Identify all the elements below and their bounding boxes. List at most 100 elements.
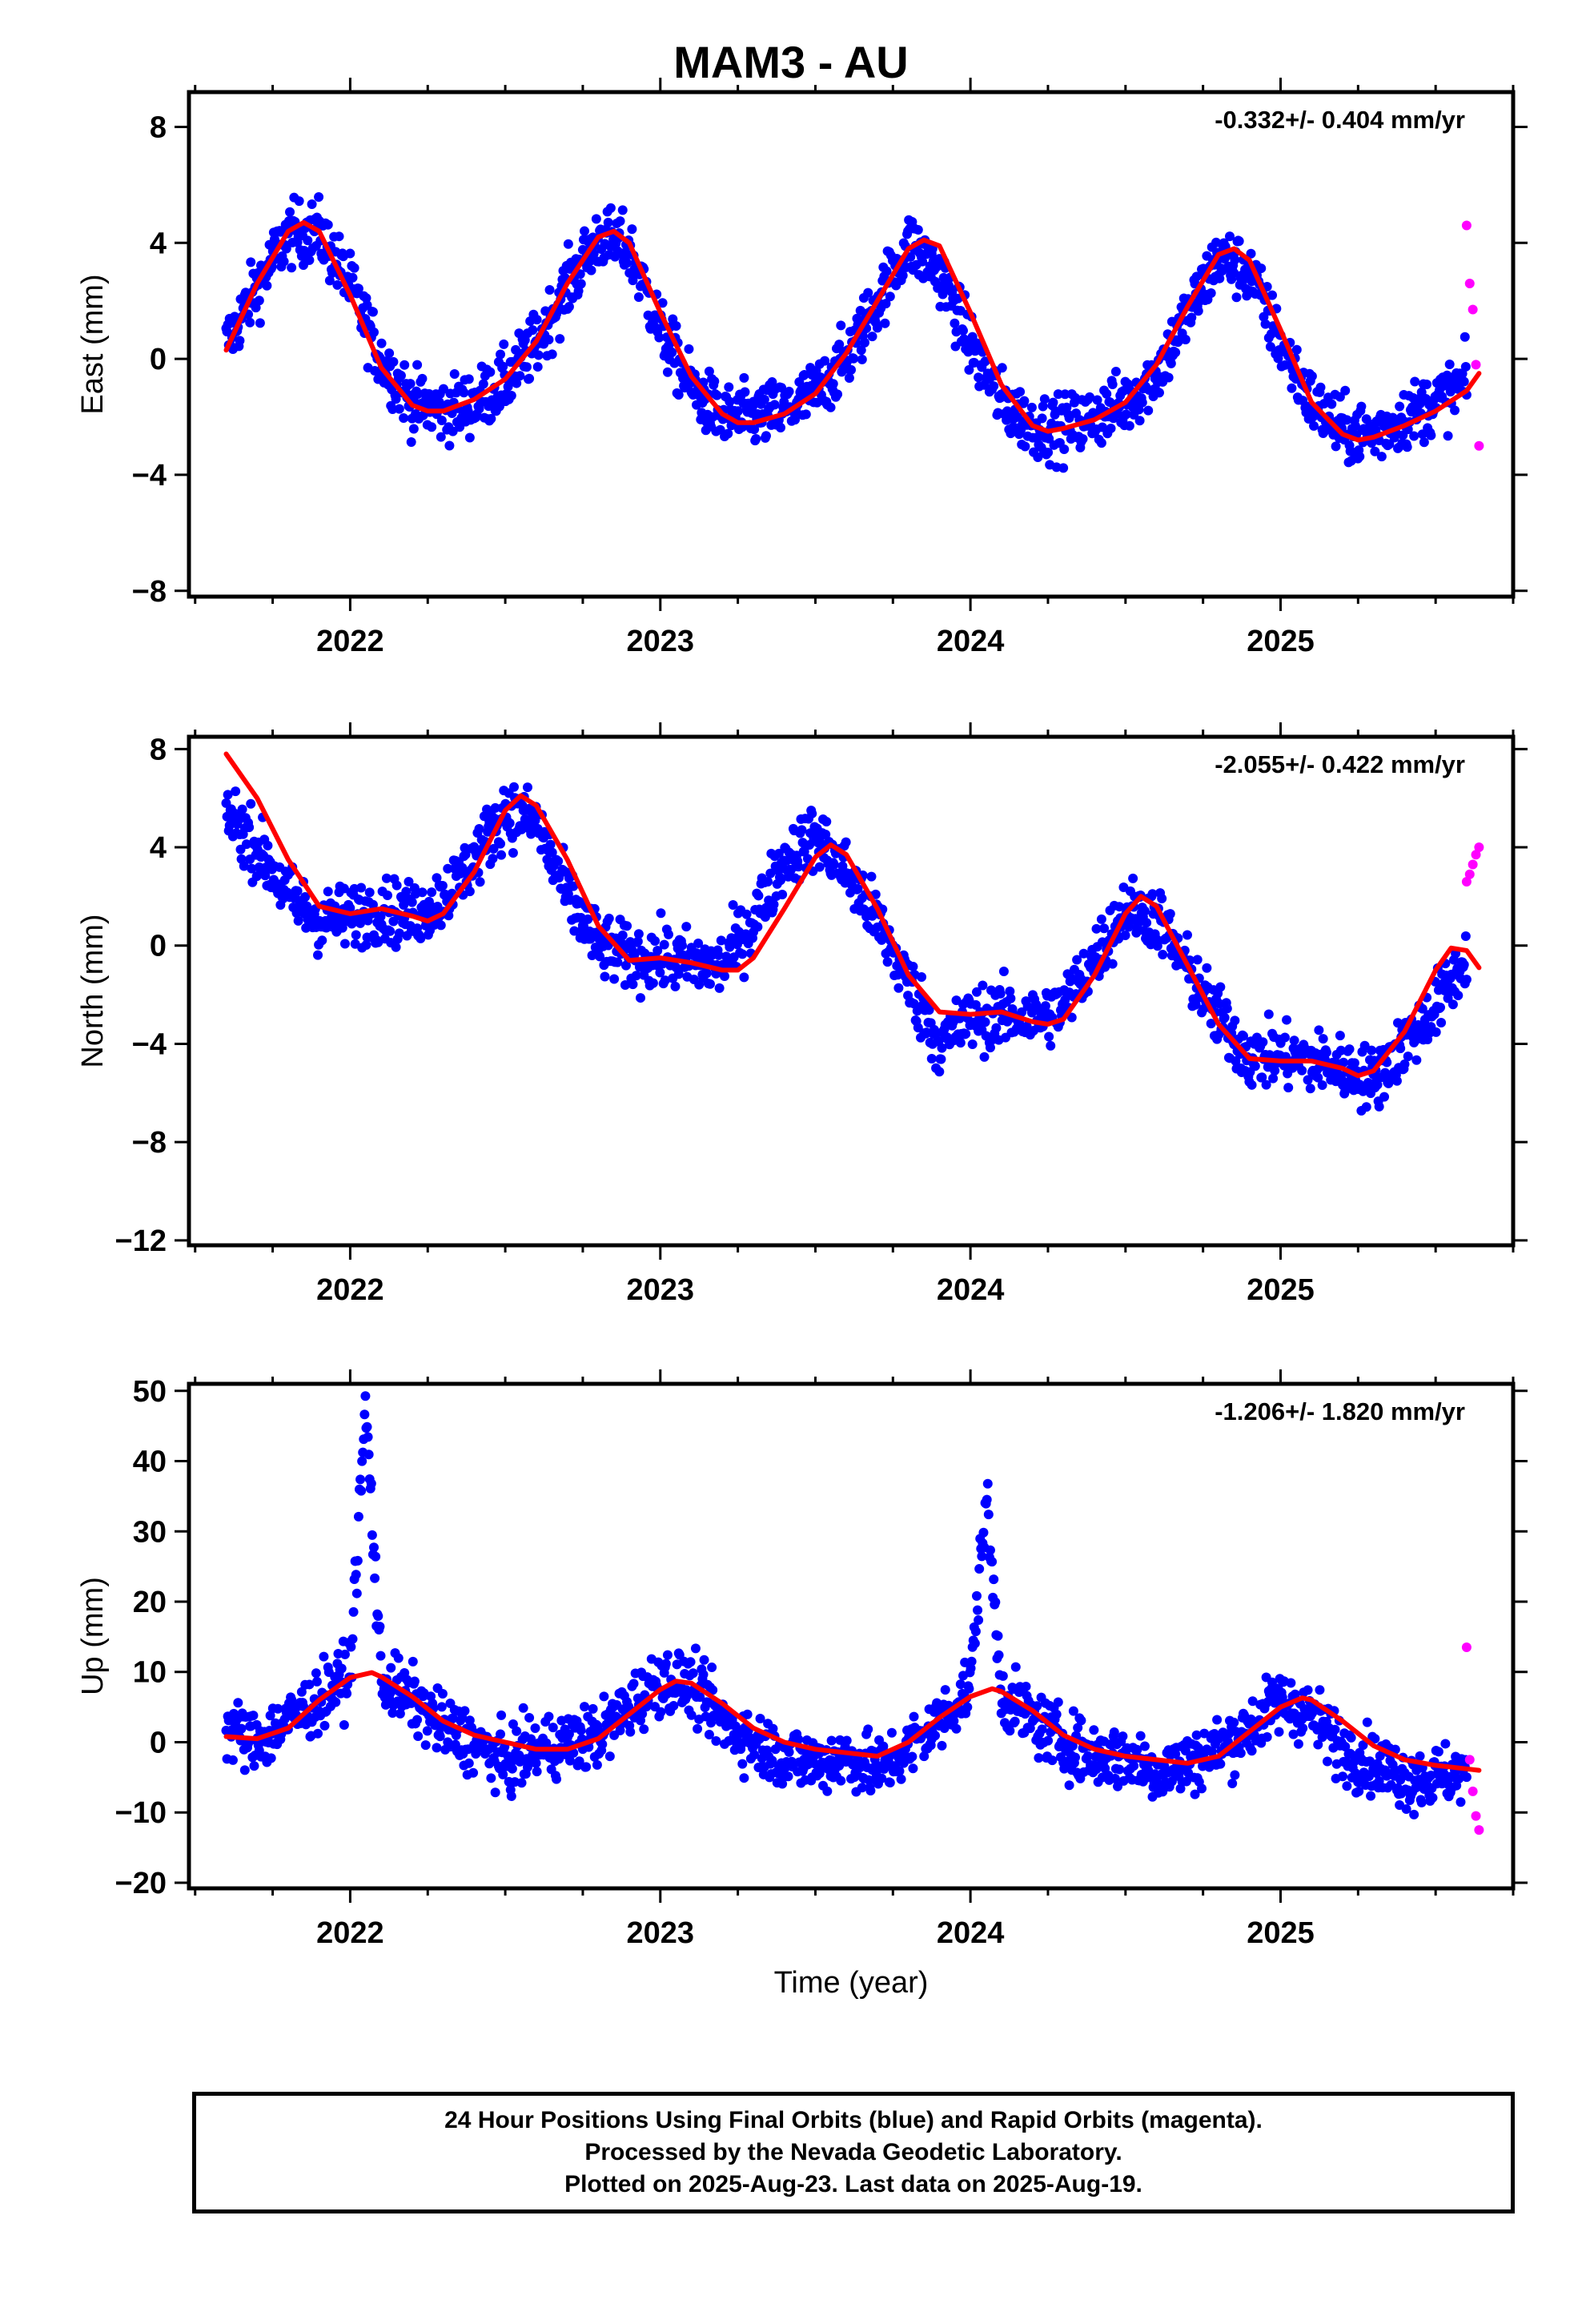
- final-point: [1274, 1727, 1284, 1737]
- plot-frame: [187, 90, 1516, 599]
- final-point: [1107, 379, 1118, 389]
- final-point: [628, 1679, 639, 1689]
- final-point: [637, 1709, 648, 1719]
- final-point: [872, 323, 882, 333]
- final-point: [1409, 431, 1419, 441]
- final-point: [581, 1762, 592, 1772]
- final-point: [1154, 388, 1164, 398]
- final-point: [1157, 893, 1167, 903]
- final-point: [724, 382, 734, 392]
- final-point: [1229, 267, 1239, 278]
- final-point: [936, 1054, 946, 1064]
- final-point: [853, 883, 863, 894]
- final-point: [1109, 1727, 1119, 1737]
- final-point: [934, 1067, 945, 1077]
- final-point: [693, 1723, 703, 1734]
- final-point: [978, 980, 988, 991]
- final-point: [488, 854, 498, 864]
- final-point: [1401, 1803, 1411, 1814]
- final-point: [496, 1729, 506, 1739]
- final-point: [671, 320, 681, 331]
- final-point: [405, 379, 416, 389]
- final-point: [720, 971, 730, 981]
- y-axis-label: Up (mm): [76, 1577, 110, 1695]
- rate-annotation: -1.206+/- 1.820 mm/yr: [1215, 1397, 1465, 1425]
- final-point: [974, 372, 984, 383]
- final-point: [1263, 1009, 1274, 1019]
- final-point: [742, 1709, 753, 1719]
- final-point: [961, 1028, 971, 1039]
- final-point: [1453, 990, 1464, 1000]
- final-point: [1064, 412, 1074, 423]
- final-point: [656, 908, 666, 919]
- final-point: [1370, 446, 1380, 456]
- final-point: [753, 922, 763, 932]
- final-point: [1419, 437, 1429, 448]
- final-point: [1267, 290, 1278, 300]
- final-point: [531, 1758, 541, 1768]
- final-point: [1433, 1747, 1443, 1757]
- final-point: [670, 981, 681, 991]
- final-point: [577, 244, 588, 255]
- final-point: [625, 1727, 636, 1737]
- final-point: [712, 390, 722, 400]
- final-point: [464, 374, 474, 384]
- footer-line-3: Plotted on 2025-Aug-23. Last data on 202…: [564, 2171, 1142, 2197]
- final-point: [1114, 902, 1125, 912]
- final-point: [544, 335, 554, 345]
- final-point: [385, 926, 396, 936]
- final-point: [347, 1634, 358, 1644]
- final-point: [339, 939, 350, 949]
- final-point: [1099, 923, 1110, 934]
- final-point: [980, 1017, 990, 1027]
- final-point: [801, 409, 811, 420]
- final-point: [1303, 1685, 1313, 1695]
- final-point: [970, 1638, 980, 1649]
- final-point: [1166, 1776, 1177, 1787]
- final-point: [1427, 1792, 1438, 1803]
- final-point: [886, 1727, 897, 1738]
- final-point: [1322, 1756, 1332, 1767]
- final-point: [1392, 1018, 1403, 1028]
- final-point: [532, 315, 542, 325]
- final-point: [1395, 401, 1405, 412]
- final-point: [233, 1698, 243, 1708]
- final-point: [877, 1773, 887, 1783]
- final-point: [588, 1703, 598, 1714]
- final-point: [773, 848, 784, 858]
- final-point: [376, 338, 387, 348]
- final-point: [391, 394, 401, 404]
- final-point: [246, 257, 256, 267]
- final-point: [784, 1747, 794, 1757]
- final-point: [825, 402, 836, 412]
- final-point: [1317, 1080, 1327, 1090]
- final-point: [317, 935, 327, 946]
- y-tick-label: 4: [150, 831, 167, 865]
- final-point: [627, 224, 637, 235]
- final-point: [367, 307, 378, 317]
- final-point: [526, 829, 536, 839]
- final-point: [1267, 1677, 1278, 1687]
- final-point: [347, 272, 358, 283]
- final-point: [769, 899, 779, 910]
- final-point: [814, 862, 825, 872]
- final-point: [357, 1456, 367, 1466]
- final-point: [516, 1778, 527, 1788]
- final-point: [406, 437, 416, 448]
- final-point: [777, 383, 787, 393]
- final-point: [227, 1755, 238, 1765]
- final-point: [468, 1767, 479, 1778]
- final-point: [1307, 371, 1317, 381]
- footer-line-2: Processed by the Nevada Geodetic Laborat…: [584, 2139, 1122, 2165]
- final-point: [1043, 447, 1054, 457]
- final-point: [1417, 1003, 1427, 1014]
- final-point: [1193, 306, 1203, 316]
- final-point: [399, 899, 409, 910]
- final-point: [262, 280, 272, 291]
- final-point: [1134, 404, 1144, 415]
- final-point: [1089, 1725, 1099, 1735]
- final-point: [1078, 948, 1089, 959]
- final-point: [1261, 1080, 1271, 1090]
- final-point: [982, 1494, 992, 1505]
- x-tick-label: 2022: [316, 1273, 384, 1307]
